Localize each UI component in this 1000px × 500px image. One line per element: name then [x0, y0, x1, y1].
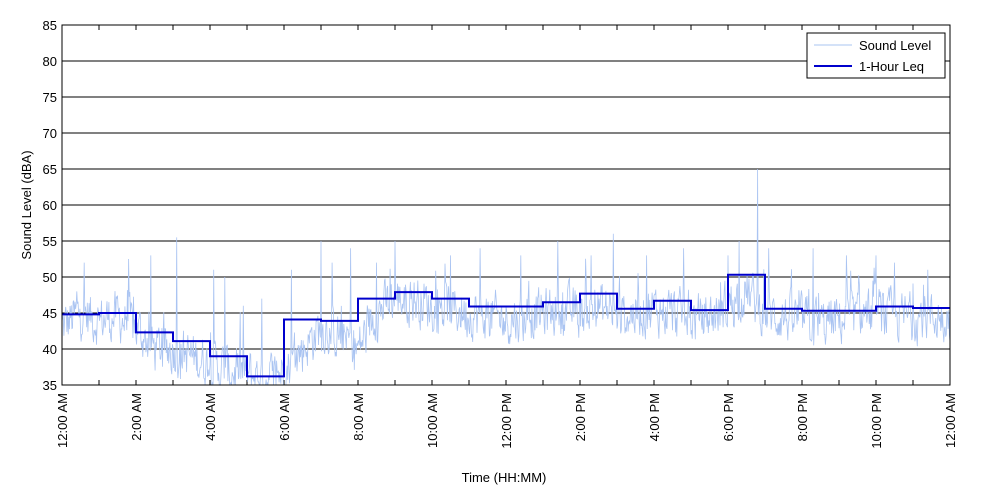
legend-label-sound-level: Sound Level [859, 38, 931, 53]
x-tick-label: 8:00 AM [351, 393, 366, 441]
y-tick-label: 50 [43, 270, 57, 285]
x-tick-label: 10:00 PM [869, 393, 884, 449]
legend-box [806, 32, 946, 79]
x-tick-label: 4:00 AM [203, 393, 218, 441]
gridlines [62, 60, 950, 350]
x-tick-label: 2:00 PM [573, 393, 588, 441]
plot-frame [61, 24, 951, 386]
legend-label-1-hour-leq: 1-Hour Leq [859, 59, 924, 74]
y-tick-label: 45 [43, 306, 57, 321]
x-tick-label: 8:00 PM [795, 393, 810, 441]
legend: Sound Level 1-Hour Leq [806, 32, 946, 79]
y-tick-label: 80 [43, 54, 57, 69]
leq-series [62, 273, 950, 378]
x-tick-label: 12:00 AM [55, 393, 70, 448]
y-axis-label: Sound Level (dBA) [19, 150, 34, 259]
x-tick-label: 6:00 AM [277, 393, 292, 441]
y-tick-label: 65 [43, 162, 57, 177]
x-axis-label: Time (HH:MM) [462, 470, 547, 485]
y-tick-label: 85 [43, 18, 57, 33]
y-tick-label: 35 [43, 378, 57, 393]
y-tick-label: 75 [43, 90, 57, 105]
y-tick-label: 70 [43, 126, 57, 141]
x-tick-label: 4:00 PM [647, 393, 662, 441]
x-tick-label: 10:00 AM [425, 393, 440, 448]
x-axis-ticks [98, 25, 914, 385]
x-tick-label: 2:00 AM [129, 393, 144, 441]
x-tick-label: 12:00 PM [499, 393, 514, 449]
y-tick-labels: 35 40 45 50 55 60 65 70 75 80 85 [43, 18, 57, 393]
x-tick-label: 6:00 PM [721, 393, 736, 441]
y-tick-label: 40 [43, 342, 57, 357]
y-tick-label: 60 [43, 198, 57, 213]
leq-step-line [62, 273, 950, 378]
y-tick-label: 55 [43, 234, 57, 249]
x-tick-label: 12:00 AM [943, 393, 958, 448]
x-tick-labels: 12:00 AM 2:00 AM 4:00 AM 6:00 AM 8:00 AM 10:0… [55, 393, 958, 449]
